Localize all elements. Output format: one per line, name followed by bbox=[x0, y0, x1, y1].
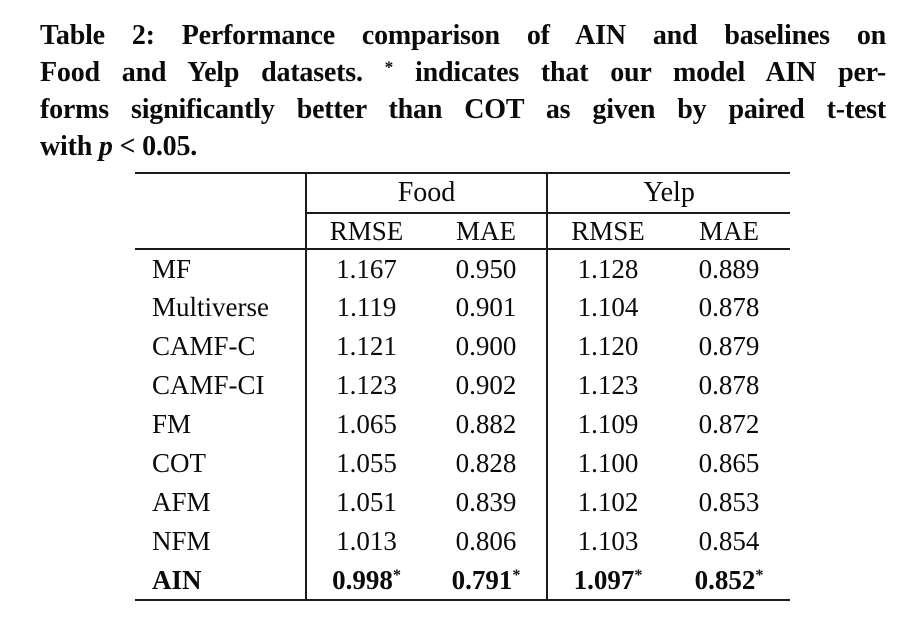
metric-value-text: 1.097 bbox=[573, 564, 635, 595]
metric-value: 1.102 bbox=[546, 483, 669, 522]
metric-value: 1.121 bbox=[305, 327, 426, 366]
group-header-food: Food bbox=[304, 173, 548, 214]
caption-line: Food and Yelp datasets. * indicates that… bbox=[40, 54, 886, 91]
metric-value: 0.901 bbox=[455, 292, 517, 322]
significance-star: * bbox=[634, 565, 643, 584]
caption-line: forms significantly better than COT as g… bbox=[40, 91, 886, 128]
metric-value: 0.902 bbox=[455, 370, 517, 400]
metric-value: 0.839 bbox=[455, 487, 517, 517]
metric-value: 1.097* bbox=[546, 561, 669, 601]
metric-value: 1.065 bbox=[305, 405, 426, 444]
metric-value: 1.051 bbox=[305, 483, 426, 522]
table-row-camf-c: CAMF-C 1.121 0.900 1.120 0.879 bbox=[135, 327, 790, 366]
row-label: Multiverse bbox=[152, 292, 269, 322]
table-row-fm: FM 1.065 0.882 1.109 0.872 bbox=[135, 405, 790, 444]
significance-star: * bbox=[392, 565, 401, 584]
metric-value: 1.013 bbox=[305, 522, 426, 561]
caption-text: Food and Yelp datasets. bbox=[40, 57, 385, 88]
metric-value: 1.119 bbox=[305, 288, 426, 327]
metric-value-text: 0.791 bbox=[451, 564, 513, 595]
metric-value-text: 0.998 bbox=[332, 564, 393, 595]
metric-value: 1.123 bbox=[305, 366, 426, 405]
metric-value: 1.128 bbox=[546, 249, 669, 288]
empty-corner-cell bbox=[135, 173, 306, 250]
metric-value: 0.852* bbox=[668, 561, 791, 601]
metric-value: 0.865 bbox=[698, 448, 760, 478]
table-row-cot: COT 1.055 0.828 1.100 0.865 bbox=[135, 444, 790, 483]
caption-text: p bbox=[98, 131, 113, 162]
metric-value: 1.167 bbox=[305, 249, 426, 288]
metric-value: 0.854 bbox=[698, 526, 760, 556]
table-body: MF 1.167 0.950 1.128 0.889 Multiverse 1.119 0.9… bbox=[135, 249, 791, 601]
metric-value: 0.889 bbox=[698, 253, 760, 284]
metric-value: 0.828 bbox=[455, 448, 517, 478]
caption-line: with p < 0.05. bbox=[40, 128, 886, 165]
row-label: FM bbox=[152, 409, 192, 439]
group-header-row: Food Yelp bbox=[135, 173, 791, 250]
metric-value: 0.853 bbox=[698, 487, 760, 517]
metric-value: 1.100 bbox=[546, 444, 669, 483]
metric-value: 0.950 bbox=[455, 253, 517, 284]
metric-value: 1.120 bbox=[546, 327, 669, 366]
caption-line: Table 2: Performance comparison of AIN a… bbox=[40, 17, 886, 54]
row-label: MF bbox=[152, 253, 192, 284]
caption-text: < 0.05. bbox=[112, 131, 198, 162]
table-row-afm: AFM 1.051 0.839 1.102 0.853 bbox=[135, 483, 790, 522]
metric-value: 0.882 bbox=[455, 409, 517, 439]
col-header-yelp-mae: MAE bbox=[668, 213, 791, 250]
metric-value: 0.998* bbox=[305, 561, 426, 601]
row-label: CAMF-C bbox=[152, 331, 256, 361]
metric-value: 0.791* bbox=[426, 561, 548, 601]
metric-value: 0.879 bbox=[698, 331, 760, 361]
row-label: AFM bbox=[152, 487, 211, 517]
row-label: AIN bbox=[135, 561, 306, 601]
metric-value: 1.103 bbox=[546, 522, 669, 561]
caption-text: forms significantly better than COT as g… bbox=[40, 94, 886, 125]
group-header-yelp: Yelp bbox=[546, 173, 791, 214]
metric-value: 0.872 bbox=[698, 409, 760, 439]
col-header-food-rmse: RMSE bbox=[305, 213, 426, 250]
table-row-multiverse: Multiverse 1.119 0.901 1.104 0.878 bbox=[135, 288, 790, 327]
metric-value: 0.878 bbox=[698, 370, 760, 400]
metric-value: 0.806 bbox=[455, 526, 517, 556]
caption-text: Table 2: Performance comparison of AIN a… bbox=[40, 20, 886, 51]
significance-star: * bbox=[512, 565, 521, 584]
metric-header-row: RMSE MAE RMSE MAE bbox=[135, 213, 791, 250]
metric-value: 1.055 bbox=[305, 444, 426, 483]
table-row-camf-ci: CAMF-CI 1.123 0.902 1.123 0.878 bbox=[135, 366, 790, 405]
col-header-yelp-rmse: RMSE bbox=[546, 213, 669, 250]
row-label: CAMF-CI bbox=[152, 370, 265, 400]
results-table: Food Yelp RMSE MAE RMSE MAE MF 1.167 0.950… bbox=[135, 172, 791, 601]
metric-value-text: 0.852 bbox=[694, 564, 756, 595]
table-caption: Table 2: Performance comparison of AIN a… bbox=[40, 17, 886, 165]
caption-text: indicates that our model AIN per- bbox=[393, 57, 886, 88]
table-row-ain: AIN 0.998* 0.791* 1.097* 0.852* bbox=[135, 561, 791, 601]
metric-value: 1.123 bbox=[546, 366, 669, 405]
table-row-nfm: NFM 1.013 0.806 1.103 0.854 bbox=[135, 522, 790, 561]
metric-value: 0.900 bbox=[455, 331, 517, 361]
caption-text: with bbox=[40, 131, 99, 162]
table-header: Food Yelp RMSE MAE RMSE MAE bbox=[135, 173, 791, 250]
significance-star: * bbox=[755, 565, 764, 584]
significance-star: * bbox=[384, 57, 394, 77]
metric-value: 1.104 bbox=[546, 288, 669, 327]
col-header-food-mae: MAE bbox=[426, 213, 548, 250]
metric-value: 1.109 bbox=[546, 405, 669, 444]
row-label: NFM bbox=[152, 526, 211, 556]
metric-value: 0.878 bbox=[698, 292, 760, 322]
table-row-mf: MF 1.167 0.950 1.128 0.889 bbox=[135, 249, 790, 288]
row-label: COT bbox=[152, 448, 206, 478]
